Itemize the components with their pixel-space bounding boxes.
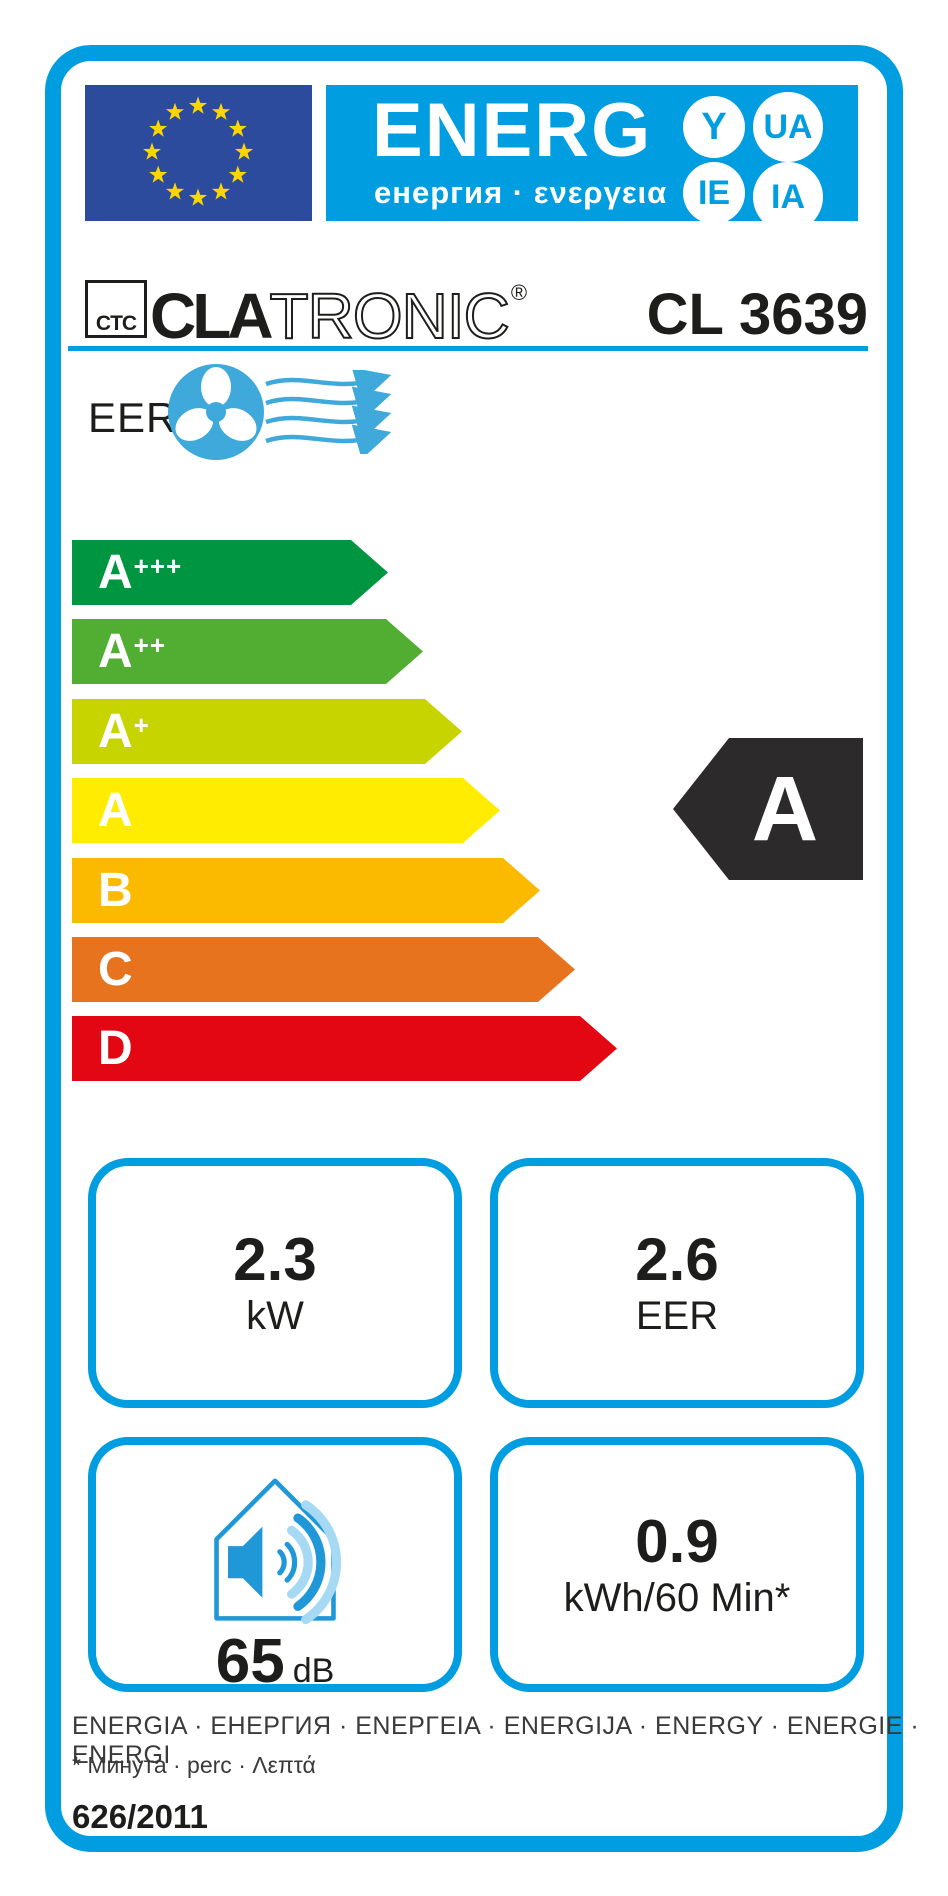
metric-unit: dB	[292, 1652, 335, 1690]
brand-logo-outline: TRONIC	[269, 279, 511, 352]
rating-grade: B	[98, 863, 133, 917]
metric-value: 2.3	[233, 1226, 317, 1293]
eer-label: EER	[88, 394, 178, 441]
lang-suffix-circle-ia: IA	[753, 162, 823, 232]
metric-unit: kW	[246, 1294, 304, 1338]
rating-arrow-a: A	[72, 778, 500, 843]
metric-unit: kWh/60 Min*	[563, 1575, 791, 1620]
fan-icon	[166, 362, 266, 467]
energ-subtitle: енергия · ενεργεια	[374, 175, 668, 210]
rating-grade: A+++	[98, 545, 183, 599]
metric-value: 2.6	[635, 1226, 719, 1293]
metric-box-eer: 2.6 EER	[490, 1158, 864, 1408]
regulation-number: 626/2011	[72, 1798, 208, 1835]
awarded-grade: A	[751, 758, 819, 860]
rating-arrow-c: C	[72, 937, 575, 1002]
rating-arrow-d: D	[72, 1016, 617, 1081]
lang-suffix-circle-y: Y	[683, 96, 745, 158]
model-number: CL 3639	[646, 282, 868, 347]
rating-arrow-b: B	[72, 858, 540, 923]
rating-arrow-a1plus: A+	[72, 699, 462, 764]
rating-grade: C	[98, 942, 133, 996]
metric-unit: EER	[635, 1294, 719, 1338]
lang-suffix-circle-ua: UA	[753, 92, 823, 162]
metric-box-noise: 65 dB	[88, 1437, 462, 1696]
ctc-logo-box: CTC	[85, 280, 147, 338]
noise-house-icon	[189, 1459, 361, 1636]
rating-grade: A	[98, 783, 133, 837]
rating-arrow-a3plus: A+++	[72, 540, 388, 605]
rating-grade: D	[98, 1021, 133, 1075]
noise-reading: 65 dB	[215, 1627, 335, 1696]
energ-panel: ENERG енергия · ενεργεια Y UA IE IA	[326, 85, 858, 232]
metric-box-power: 2.3 kW	[88, 1158, 462, 1408]
eu-stars-icon	[142, 96, 254, 206]
eu-flag	[85, 85, 312, 221]
energ-wordmark: ENERG	[372, 88, 653, 173]
footer-minute-note: * Минута · perc · Λεπτά	[72, 1752, 316, 1778]
brand-logo-bold: CLA	[150, 279, 274, 352]
divider	[68, 346, 868, 351]
rating-grade: A++	[98, 624, 167, 678]
metric-value: 65	[215, 1627, 285, 1696]
metric-box-consumption: 0.9 kWh/60 Min*	[490, 1437, 864, 1692]
airflow-arrows-icon	[262, 367, 402, 460]
metric-value: 0.9	[635, 1507, 719, 1575]
brand-logo: CLA TRONIC ®	[150, 279, 528, 352]
rating-grade: A+	[98, 704, 150, 758]
footer-energy-words: ENERGIA · ЕНЕРГИЯ · ΕΝΕΡΓΕΙΑ · ENERGIJA …	[72, 1712, 920, 1769]
lang-suffix-circle-ie: IE	[683, 162, 745, 224]
ctc-logo-text: CTC	[95, 311, 137, 335]
registered-mark: ®	[510, 280, 528, 305]
rating-arrow-a2plus: A++	[72, 619, 423, 684]
